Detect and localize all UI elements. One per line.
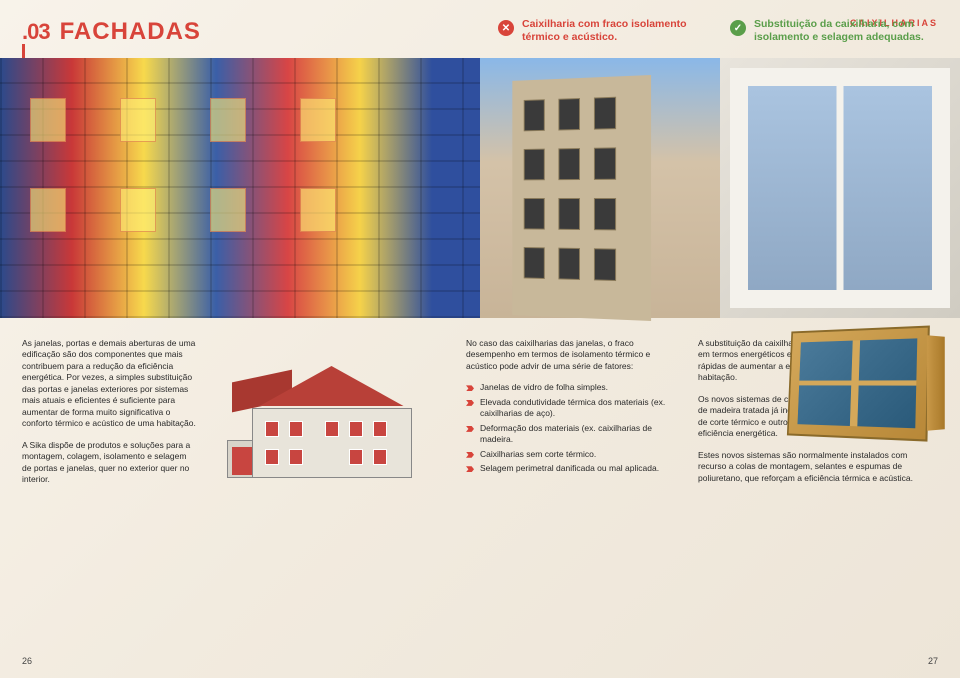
thermal-window xyxy=(210,98,246,142)
header-left: .03 FACHADAS xyxy=(22,18,458,46)
thermal-window xyxy=(120,188,156,232)
building-window xyxy=(594,198,616,230)
check-icon: ✓ xyxy=(730,20,746,36)
building-window xyxy=(524,247,545,279)
window-3d-glass xyxy=(797,338,917,428)
callout-positive: ✓ Substituição da caixilharia, com isola… xyxy=(730,18,930,44)
thermal-window xyxy=(30,188,66,232)
callout-negative-text: Caixilharia com fraco isolamento térmico… xyxy=(522,18,698,44)
thermal-window xyxy=(300,188,336,232)
window-3d-side xyxy=(927,335,945,431)
thermal-window xyxy=(300,98,336,142)
section-number: .03 xyxy=(22,19,50,45)
window-interior-photo xyxy=(720,58,960,318)
building-window xyxy=(524,149,545,181)
thermal-image xyxy=(0,58,480,318)
window-3d-illustration xyxy=(780,328,930,438)
building-window xyxy=(558,98,580,131)
photo-images xyxy=(480,58,960,318)
hero-image-strip xyxy=(0,58,960,318)
section-title: FACHADAS xyxy=(60,18,201,46)
building-window xyxy=(524,198,545,230)
thermal-window xyxy=(30,98,66,142)
window-frame xyxy=(730,68,950,308)
building-window xyxy=(594,147,616,180)
building-facade xyxy=(512,75,651,321)
building-window xyxy=(594,248,616,281)
building-window xyxy=(558,148,580,180)
callout-negative: ✕ Caixilharia com fraco isolamento térmi… xyxy=(498,18,698,44)
x-icon: ✕ xyxy=(498,20,514,36)
building-window xyxy=(558,248,580,280)
building-window xyxy=(524,99,545,131)
thermal-window xyxy=(210,188,246,232)
thermal-window xyxy=(120,98,156,142)
building-window xyxy=(594,97,616,130)
building-photo xyxy=(480,58,720,318)
building-window xyxy=(558,198,580,230)
callout-positive-text: Substituição da caixilharia, com isolame… xyxy=(754,18,930,44)
window-3d-frame xyxy=(787,325,930,441)
